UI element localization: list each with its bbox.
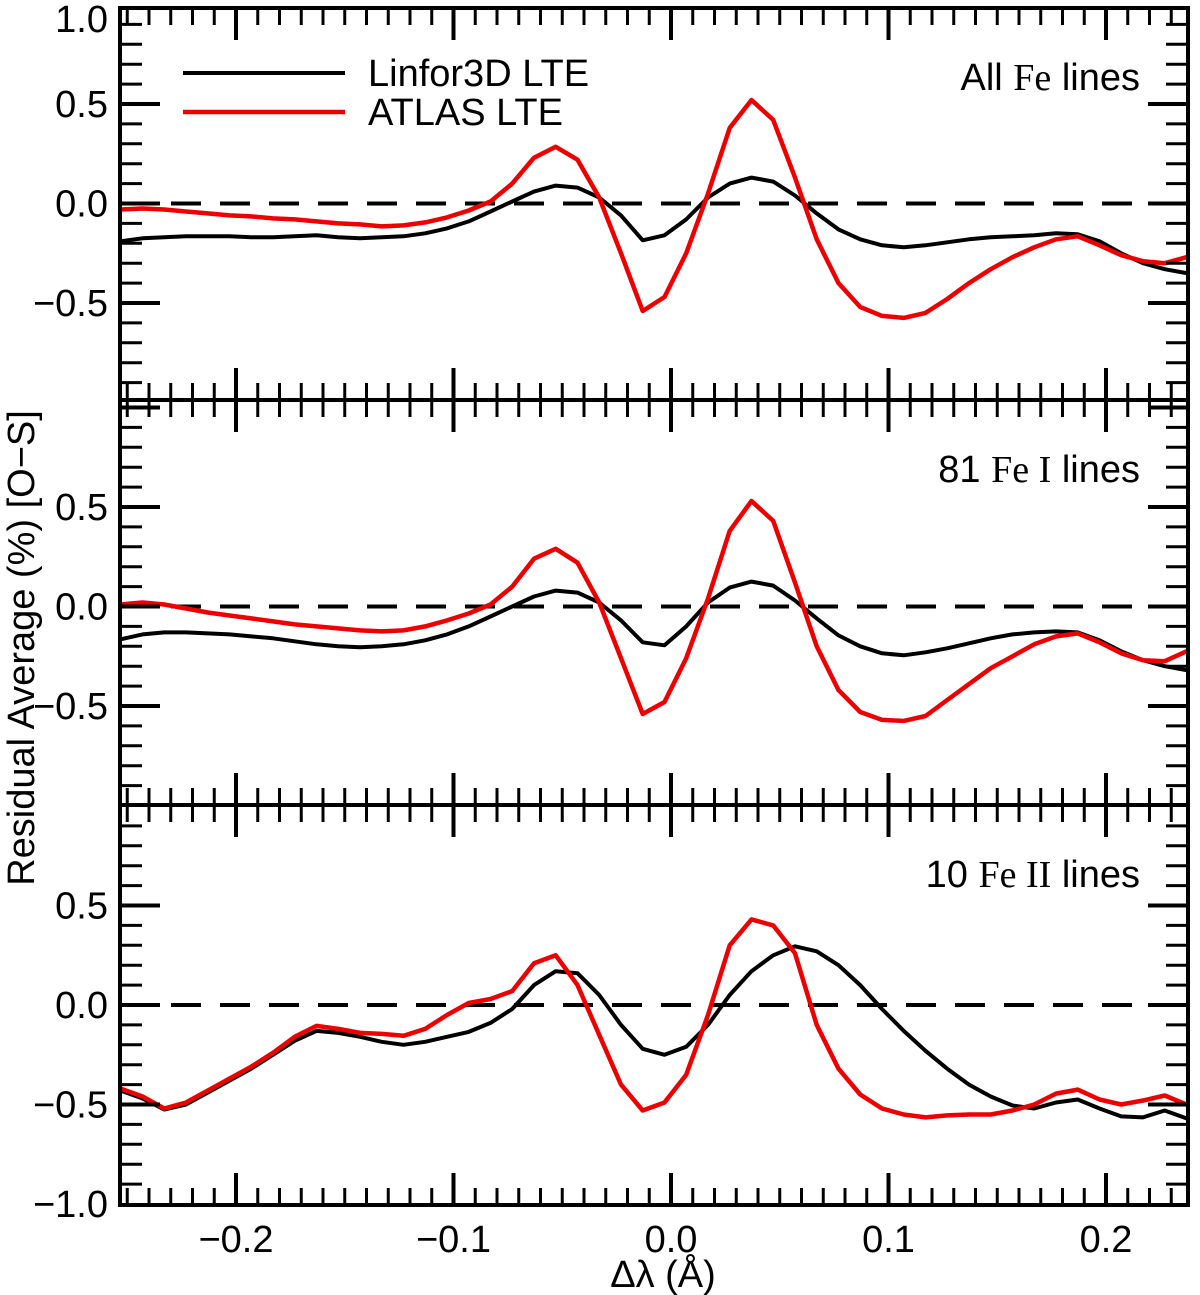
y-tick-label: −1.0 [33, 1184, 108, 1226]
y-tick-label: 0.5 [55, 84, 108, 126]
y-tick-label: 1.0 [55, 0, 108, 41]
y-tick-label: 0.5 [55, 886, 108, 928]
y-tick-label: −0.5 [33, 686, 108, 728]
series-atlas-lte [118, 97, 1189, 321]
panel-title: 81 Fe I lines [938, 449, 1140, 491]
legend-label: Linfor3D LTE [368, 53, 589, 95]
y-tick-label: 0.0 [55, 587, 108, 629]
y-tick-label: −0.5 [33, 283, 108, 325]
legend-label: ATLAS LTE [368, 92, 563, 134]
x-tick-label: 0.0 [645, 1219, 698, 1261]
x-axis-title: Δλ (Å) [610, 1252, 716, 1295]
x-tick-label: 0.1 [862, 1219, 915, 1261]
y-tick-label: −0.5 [33, 1085, 108, 1127]
panel-title: 10 Fe II lines [926, 854, 1140, 896]
x-tick-label: −0.1 [416, 1219, 491, 1261]
y-axis-title: Residual Average (%) [O−S] [1, 410, 43, 886]
x-tick-label: 0.2 [1080, 1219, 1133, 1261]
series-linfor3d-lte [118, 944, 1189, 1121]
y-tick-label: 0.5 [55, 487, 108, 529]
y-tick-label: 0.0 [55, 985, 108, 1027]
series-atlas-lte [118, 917, 1189, 1120]
panel-frame [118, 803, 1190, 1207]
series-atlas-lte [118, 498, 1189, 724]
panel-title: All Fe lines [960, 57, 1140, 99]
series-linfor3d-lte [118, 579, 1189, 673]
series-linfor3d-lte [118, 175, 1189, 276]
x-tick-label: −0.2 [198, 1219, 273, 1261]
y-tick-label: 0.0 [55, 184, 108, 226]
